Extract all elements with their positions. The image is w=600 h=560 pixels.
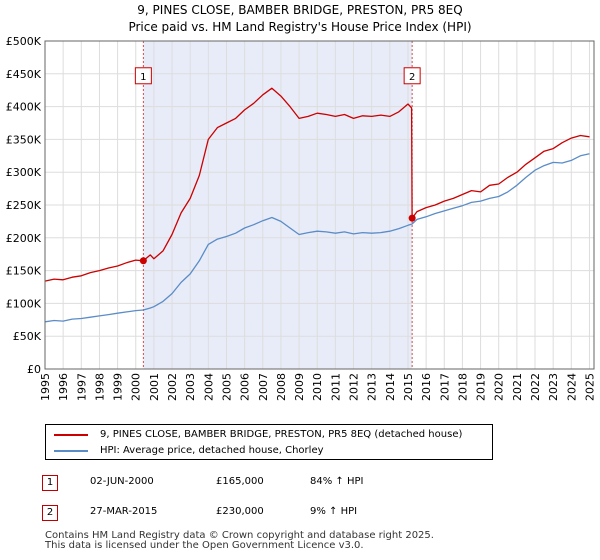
x-tick-label: 1999 xyxy=(112,373,125,401)
y-tick-label: £300K xyxy=(6,166,42,179)
x-tick-label: 2020 xyxy=(493,373,506,401)
legend-label-hpi: HPI: Average price, detached house, Chor… xyxy=(100,445,324,456)
y-tick-label: £0 xyxy=(27,363,41,376)
chart-title-line2: Price paid vs. HM Land Registry's House … xyxy=(128,20,472,34)
y-tick-label: £100K xyxy=(6,297,42,310)
x-tick-label: 1995 xyxy=(39,373,52,401)
sale-point xyxy=(408,214,416,222)
y-tick-label: £150K xyxy=(6,265,42,278)
x-tick-label: 1997 xyxy=(75,373,88,401)
sale-marker-box xyxy=(134,67,152,85)
y-tick-label: £400K xyxy=(6,101,42,114)
x-tick-label: 2010 xyxy=(311,373,324,401)
x-tick-label: 2021 xyxy=(511,373,524,401)
x-tick-label: 2009 xyxy=(293,373,306,401)
x-tick-label: 2016 xyxy=(420,373,433,401)
x-tick-label: 2001 xyxy=(148,373,161,401)
chart-title-line1: 9, PINES CLOSE, BAMBER BRIDGE, PRESTON, … xyxy=(137,3,463,17)
price-chart: £0 £50K £100K £150K £200K £250K £300K £350K £400… xyxy=(6,35,597,401)
sale-price: £165,000 xyxy=(216,476,264,487)
x-tick-label: 2025 xyxy=(583,373,596,401)
sale-point xyxy=(139,257,147,265)
y-tick-label: £200K xyxy=(6,232,42,245)
x-tick-label: 2007 xyxy=(257,373,270,401)
x-tick-label: 2011 xyxy=(329,373,342,401)
x-tick-label: 2008 xyxy=(275,373,288,401)
sale-price: £230,000 xyxy=(216,506,264,517)
sale-marker-label: 2 xyxy=(42,505,58,521)
x-tick-label: 2014 xyxy=(384,373,397,401)
sale-marker-label: 2 xyxy=(409,72,415,83)
sale-hpi-change: 84% ↑ HPI xyxy=(310,476,364,487)
x-tick-label: 2002 xyxy=(166,373,179,401)
y-tick-label: £500K xyxy=(6,35,42,48)
x-tick-label: 2015 xyxy=(402,373,415,401)
attribution-line2: This data is licensed under the Open Gov… xyxy=(45,540,364,551)
x-tick-label: 2003 xyxy=(184,373,197,401)
y-tick-label: £250K xyxy=(6,199,42,212)
sale-marker-label: 1 xyxy=(140,72,146,83)
plot-border xyxy=(44,40,595,370)
x-tick-label: 2004 xyxy=(202,373,215,401)
attribution-line1: Contains HM Land Registry data © Crown c… xyxy=(45,530,434,541)
legend-line-hpi xyxy=(54,450,88,452)
y-tick-label: £350K xyxy=(6,133,42,146)
chart-legend: 9, PINES CLOSE, BAMBER BRIDGE, PRESTON, … xyxy=(45,424,493,460)
y-tick-label: £50K xyxy=(13,330,42,343)
legend-line-property xyxy=(54,434,88,436)
x-tick-label: 2023 xyxy=(547,373,560,401)
sale-hpi-change: 9% ↑ HPI xyxy=(310,506,358,517)
x-tick-label: 1998 xyxy=(93,373,106,401)
legend-label-property: 9, PINES CLOSE, BAMBER BRIDGE, PRESTON, … xyxy=(100,429,463,440)
hpi-series-line xyxy=(44,153,590,323)
x-tick-label: 1996 xyxy=(57,373,70,401)
x-tick-label: 2018 xyxy=(456,373,469,401)
sale-marker-label: 1 xyxy=(42,475,58,491)
x-tick-label: 2022 xyxy=(529,373,542,401)
sale-date: 02-JUN-2000 xyxy=(90,476,154,487)
x-tick-label: 2017 xyxy=(438,373,451,401)
x-tick-label: 2005 xyxy=(220,373,233,401)
attribution-footer: Contains HM Land Registry data © Crown c… xyxy=(45,531,434,551)
property-series-line xyxy=(44,87,590,282)
chart-title: 9, PINES CLOSE, BAMBER BRIDGE, PRESTON, … xyxy=(0,2,600,36)
x-tick-label: 2013 xyxy=(366,373,379,401)
x-tick-label: 2019 xyxy=(475,373,488,401)
x-tick-label: 2000 xyxy=(130,373,143,401)
x-tick-label: 2006 xyxy=(239,373,252,401)
x-tick-label: 2012 xyxy=(348,373,361,401)
sale-date: 27-MAR-2015 xyxy=(90,506,158,517)
sale-marker-box xyxy=(403,67,421,85)
x-tick-label: 2024 xyxy=(565,373,578,401)
y-tick-label: £450K xyxy=(6,68,42,81)
